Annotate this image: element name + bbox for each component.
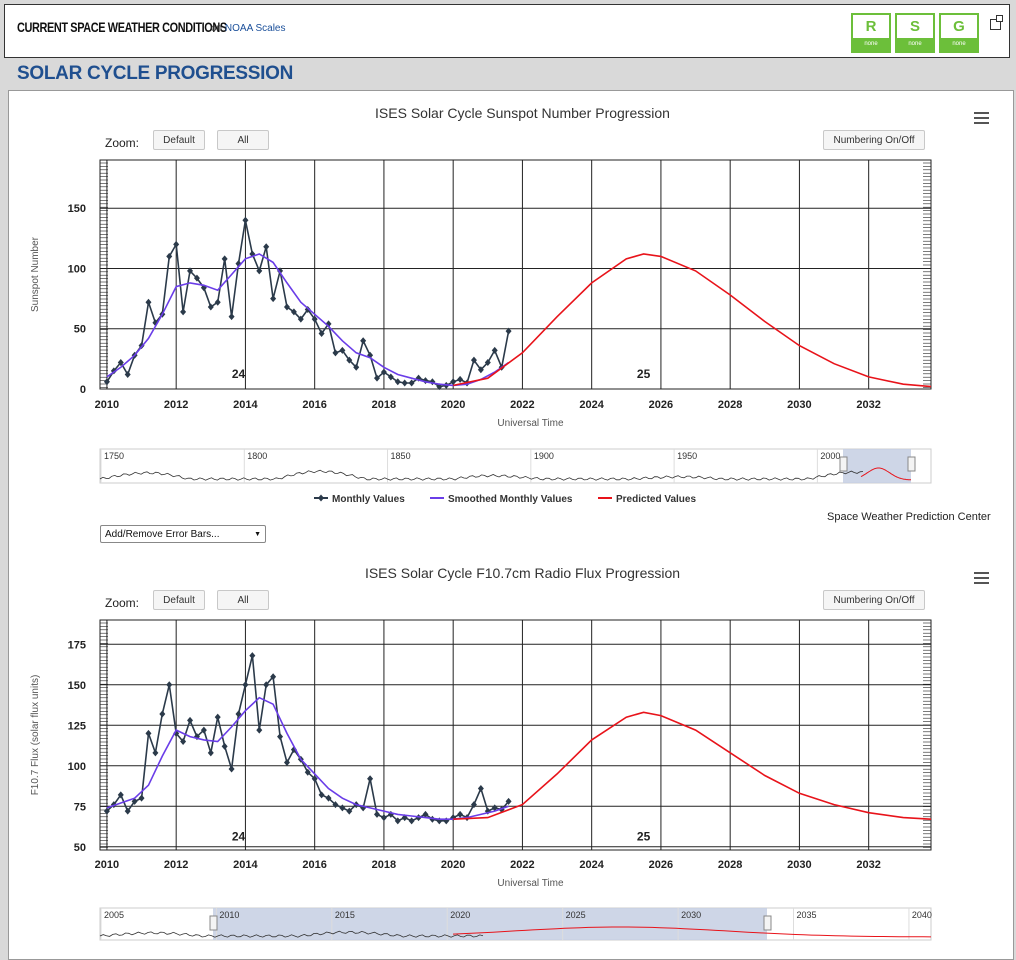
- chart-menu-icon-1[interactable]: [974, 112, 989, 124]
- zoom-label-1: Zoom:: [105, 136, 140, 150]
- zoom-default-button-1[interactable]: Default: [153, 130, 205, 150]
- section-title: SOLAR CYCLE PROGRESSION: [17, 63, 294, 84]
- zoom-label-2: Zoom:: [105, 596, 140, 610]
- zoom-default-button-2[interactable]: Default: [153, 590, 205, 610]
- error-bars-select[interactable]: Add/Remove Error Bars...: [100, 525, 266, 544]
- conditions-title: CURRENT SPACE WEATHER CONDITIONS: [17, 19, 227, 35]
- credit-text: Space Weather Prediction Center: [827, 511, 991, 523]
- popout-icon[interactable]: [990, 15, 1003, 30]
- zoom-all-button-2[interactable]: All: [217, 590, 269, 610]
- conditions-subtitle: on NOAA Scales: [211, 23, 286, 34]
- noaa-scales-link[interactable]: NOAA Scales: [224, 23, 286, 34]
- zoom-all-button-1[interactable]: All: [217, 130, 269, 150]
- numbering-toggle-button-1[interactable]: Numbering On/Off: [823, 130, 925, 150]
- chart-menu-icon-2[interactable]: [974, 572, 989, 584]
- numbering-toggle-button-2[interactable]: Numbering On/Off: [823, 590, 925, 610]
- top-bar: CURRENT SPACE WEATHER CONDITIONS on NOAA…: [4, 4, 1010, 58]
